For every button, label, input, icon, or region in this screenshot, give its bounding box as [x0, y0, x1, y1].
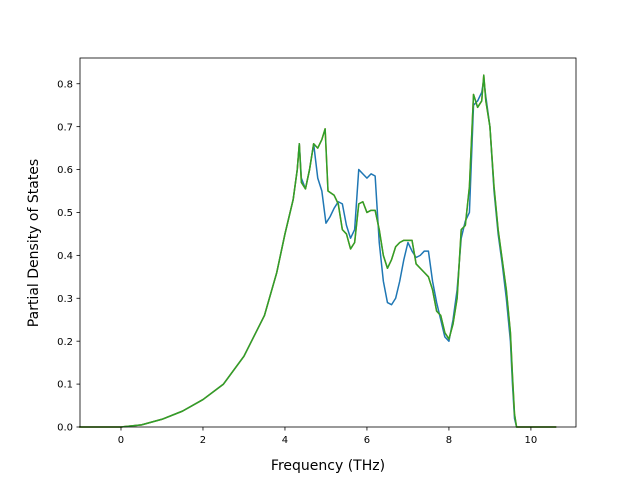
y-tick-label: 0.7 [57, 122, 73, 133]
y-tick-label: 0.0 [57, 423, 73, 434]
x-tick-label: 4 [282, 435, 288, 446]
plot-frame [79, 57, 577, 428]
series-line-3 [79, 74, 557, 428]
x-tick-label: 10 [525, 435, 538, 446]
y-tick-label: 0.1 [57, 380, 73, 391]
x-tick-label: 8 [446, 435, 452, 446]
x-tick-label: 0 [118, 435, 124, 446]
y-tick-label: 0.5 [57, 208, 73, 219]
y-tick-label: 0.3 [57, 294, 73, 305]
y-axis-label: Partial Density of States [26, 159, 42, 327]
series-layer [79, 74, 557, 428]
y-tick-label: 0.4 [57, 251, 73, 262]
axes-layer: 0 2 4 6 8 10 0.0 0.1 0.2 0.3 0.4 0.5 0.6 0.7 0.8 [57, 57, 577, 446]
x-tick-label: 2 [200, 435, 206, 446]
y-tick-label: 0.2 [57, 337, 73, 348]
x-tick-label: 6 [364, 435, 370, 446]
x-axis-label: Frequency (THz) [271, 458, 385, 474]
y-tick-label: 0.6 [57, 165, 73, 176]
y-tick-label: 0.8 [57, 79, 73, 90]
